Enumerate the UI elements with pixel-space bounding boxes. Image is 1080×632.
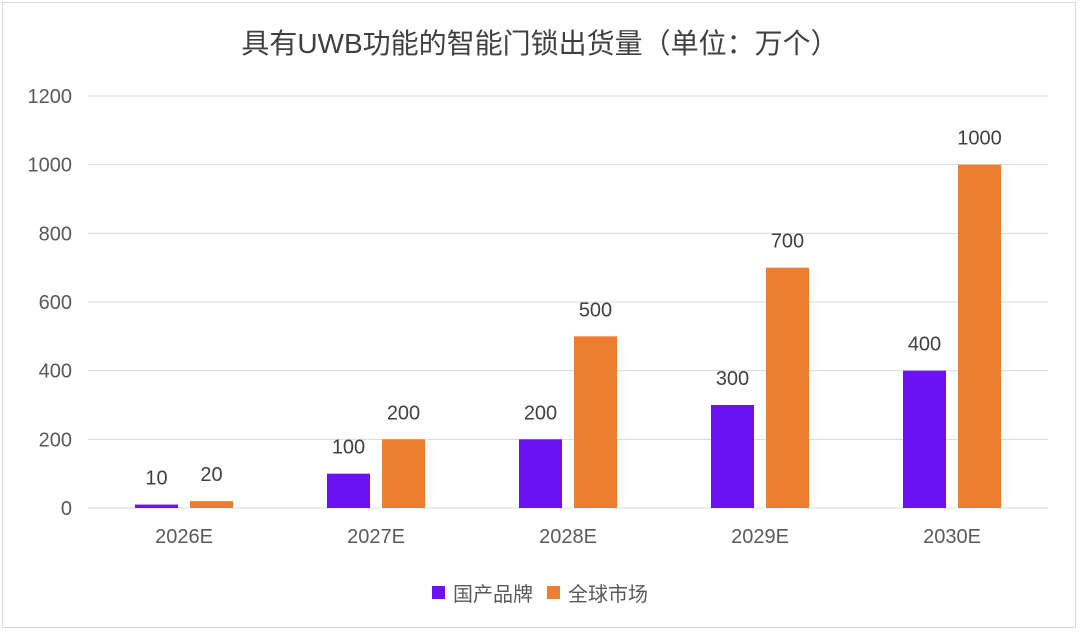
data-label: 700 bbox=[771, 231, 804, 253]
bar-global bbox=[766, 267, 809, 508]
y-tick-label: 1200 bbox=[28, 86, 73, 108]
y-tick-label: 600 bbox=[39, 292, 72, 314]
x-tick-label: 2029E bbox=[731, 526, 789, 548]
chart-title: 具有UWB功能的智能门锁出货量（单位：万个） bbox=[241, 28, 839, 59]
legend-swatch-global bbox=[547, 586, 560, 599]
bar-global bbox=[958, 164, 1001, 508]
legend-label-global: 全球市场 bbox=[568, 584, 648, 606]
y-tick-label: 400 bbox=[39, 361, 72, 383]
x-tick-label: 2027E bbox=[347, 526, 405, 548]
y-tick-label: 200 bbox=[39, 429, 72, 451]
x-tick-label: 2030E bbox=[923, 526, 981, 548]
data-label: 500 bbox=[579, 299, 612, 321]
x-tick-label: 2026E bbox=[155, 526, 213, 548]
bar-domestic bbox=[903, 370, 946, 508]
bar-global bbox=[574, 336, 617, 508]
data-label: 200 bbox=[524, 402, 557, 424]
legend-item-global: 全球市场 bbox=[547, 578, 648, 607]
legend: 国产品牌 全球市场 bbox=[0, 578, 1080, 607]
y-tick-label: 0 bbox=[61, 498, 72, 520]
data-label: 200 bbox=[387, 402, 420, 424]
bar-domestic bbox=[327, 473, 370, 508]
data-label: 10 bbox=[145, 468, 167, 490]
bar-global bbox=[190, 501, 233, 508]
y-tick-label: 800 bbox=[39, 223, 72, 245]
bar-domestic bbox=[135, 504, 178, 508]
legend-item-domestic: 国产品牌 bbox=[432, 578, 533, 607]
data-label: 20 bbox=[200, 464, 222, 486]
bar-global bbox=[382, 439, 425, 508]
legend-swatch-domestic bbox=[432, 586, 445, 599]
bar-domestic bbox=[519, 439, 562, 508]
data-label: 400 bbox=[908, 334, 941, 356]
data-label: 300 bbox=[716, 368, 749, 390]
x-tick-label: 2028E bbox=[539, 526, 597, 548]
y-tick-label: 1000 bbox=[28, 155, 73, 177]
legend-label-domestic: 国产品牌 bbox=[453, 584, 533, 606]
data-label: 1000 bbox=[957, 128, 1002, 150]
data-label: 100 bbox=[332, 437, 365, 459]
bar-domestic bbox=[711, 405, 754, 508]
